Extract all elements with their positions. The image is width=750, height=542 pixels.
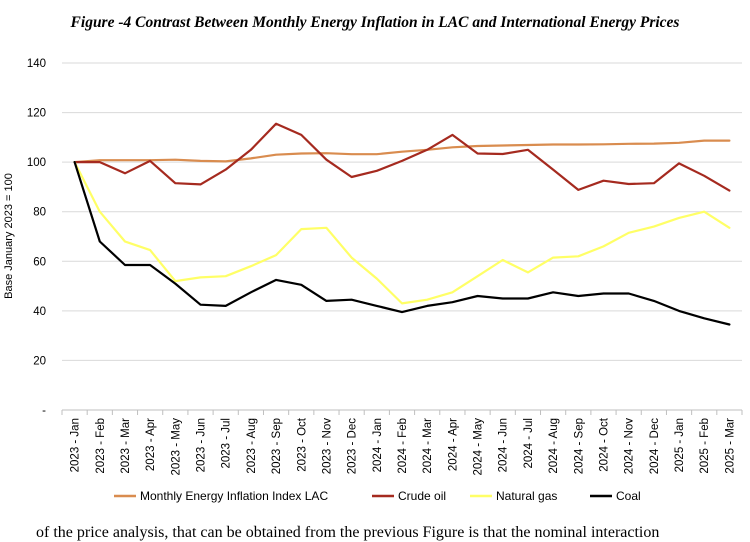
legend-label: Coal [616, 489, 641, 503]
y-tick-label: 120 [27, 108, 46, 120]
axes [61, 409, 743, 415]
x-tick-label: 2023 - Dec [347, 418, 359, 475]
x-tick-label: 2023 - Jun [196, 418, 208, 472]
x-tick-label: 2024 - Feb [397, 418, 409, 474]
legend-label: Natural gas [496, 489, 557, 503]
x-tick-label: 2023 - Feb [95, 418, 107, 474]
legend: Monthly Energy Inflation Index LAC Crude … [114, 489, 641, 503]
x-tick-label: 2024 - Jul [523, 418, 535, 469]
y-tick-label: 40 [33, 306, 46, 318]
x-tick-label: 2023 - Jan [70, 418, 82, 472]
x-tick-label: 2024 - Mar [422, 418, 434, 474]
body-text-fragment: of the price analysis, that can be obtai… [36, 524, 660, 541]
x-tick-label: 2024 - May [473, 418, 485, 476]
y-tick-label: 140 [27, 58, 46, 70]
x-tick-label: 2024 - Sep [573, 418, 585, 474]
y-axis-label: Base January 2023 = 100 [3, 173, 15, 299]
y-tick-label: 100 [27, 157, 46, 169]
x-tick-label: 2023 - Jul [221, 418, 233, 469]
x-tick-label: 2023 - May [170, 418, 182, 476]
series-line-crude-oil [73, 122, 731, 192]
series-line-monthly-energy-inflation-index-lac [73, 139, 731, 164]
y-tick-label: 60 [33, 256, 46, 268]
x-tick-labels: 2023 - Jan 2023 - Feb 2023 - Mar 2023 - Apr… [70, 417, 737, 475]
series-line-natural-gas [73, 161, 731, 305]
x-tick-label: 2024 - Oct [598, 417, 610, 471]
x-tick-label: 2025 - Feb [699, 418, 711, 474]
series-line-coal [73, 161, 731, 326]
y-tick-label: - [42, 405, 46, 417]
x-tick-label: 2024 - Nov [624, 418, 636, 475]
x-tick-label: 2023 - Oct [296, 417, 308, 471]
x-tick-label: 2024 - Aug [548, 418, 560, 474]
x-tick-label: 2023 - Apr [145, 418, 157, 471]
x-tick-label: 2023 - Aug [246, 418, 258, 474]
x-tick-label: 2024 - Dec [649, 418, 661, 475]
x-tick-label: 2025 - Jan [674, 418, 686, 472]
y-tick-label: 80 [33, 207, 46, 219]
x-tick-label: 2024 - Jan [372, 418, 384, 472]
line-chart: Base January 2023 = 100 - 20 40 60 80 100 120 1… [3, 58, 743, 503]
x-tick-label: 2024 - Jun [498, 418, 510, 472]
x-tick-label: 2023 - Mar [120, 418, 132, 474]
x-tick-label: 2024 - Apr [447, 418, 459, 471]
y-tick-labels: - 20 40 60 80 100 120 140 [27, 58, 46, 417]
y-tick-label: 20 [33, 355, 46, 367]
legend-label: Monthly Energy Inflation Index LAC [140, 489, 328, 503]
gridlines [62, 62, 742, 361]
x-tick-label: 2023 - Sep [271, 418, 283, 474]
legend-label: Crude oil [398, 489, 446, 503]
series-lines [73, 122, 731, 326]
x-tick-label: 2023 - Nov [321, 418, 333, 475]
x-tick-label: 2025 - Mar [724, 418, 736, 474]
figure-title: Figure -4 Contrast Between Monthly Energ… [70, 14, 680, 31]
